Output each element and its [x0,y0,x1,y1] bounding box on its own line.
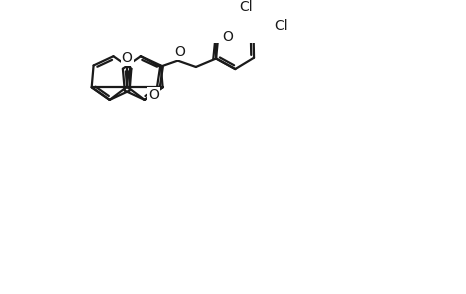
Text: Cl: Cl [239,0,253,14]
Text: O: O [175,45,185,59]
Text: O: O [148,88,159,102]
Text: Cl: Cl [274,19,288,33]
Text: O: O [222,30,233,44]
Text: O: O [122,51,133,65]
